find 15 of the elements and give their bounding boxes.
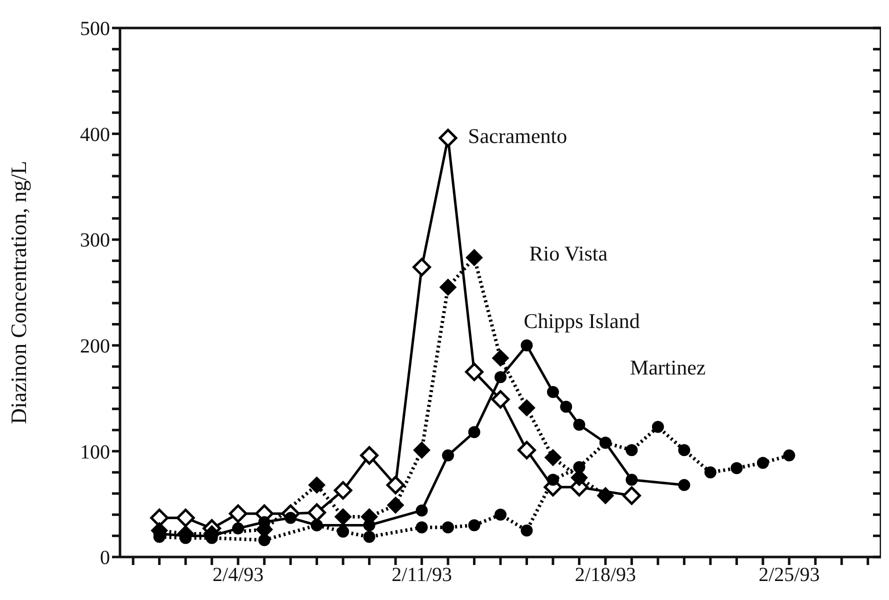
y-tick-label: 200: [80, 336, 110, 358]
x-tick-label: 2/11/93: [392, 564, 452, 586]
y-tick-label: 500: [80, 18, 110, 40]
series-label: Chipps Island: [524, 309, 640, 334]
text: Martinez: [630, 356, 706, 380]
x-tick-label: 2/18/93: [574, 564, 636, 586]
series-label: Sacramento: [468, 124, 568, 148]
x-tick-label: 2/25/93: [758, 564, 820, 586]
y-axis-title: Diazinon Concentration, ng/L: [6, 160, 31, 424]
x-tick-label: 2/4/93: [212, 564, 264, 586]
y-tick-label: 400: [80, 124, 110, 146]
y-tick-label: 300: [80, 230, 110, 252]
y-tick-label: 0: [100, 547, 110, 570]
text: Rio Vista: [529, 241, 608, 266]
y-tick-label: 100: [80, 441, 110, 464]
